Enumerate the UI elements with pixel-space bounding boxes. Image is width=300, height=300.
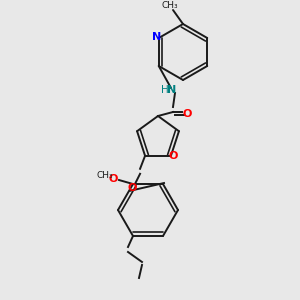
Text: H: H xyxy=(161,85,169,95)
Text: O: O xyxy=(108,174,118,184)
Text: N: N xyxy=(152,32,161,42)
Text: CH₃: CH₃ xyxy=(162,2,178,10)
Text: CH₃: CH₃ xyxy=(97,170,113,179)
Text: N: N xyxy=(167,85,177,95)
Text: O: O xyxy=(168,151,178,161)
Text: O: O xyxy=(128,183,137,193)
Text: O: O xyxy=(182,109,192,119)
